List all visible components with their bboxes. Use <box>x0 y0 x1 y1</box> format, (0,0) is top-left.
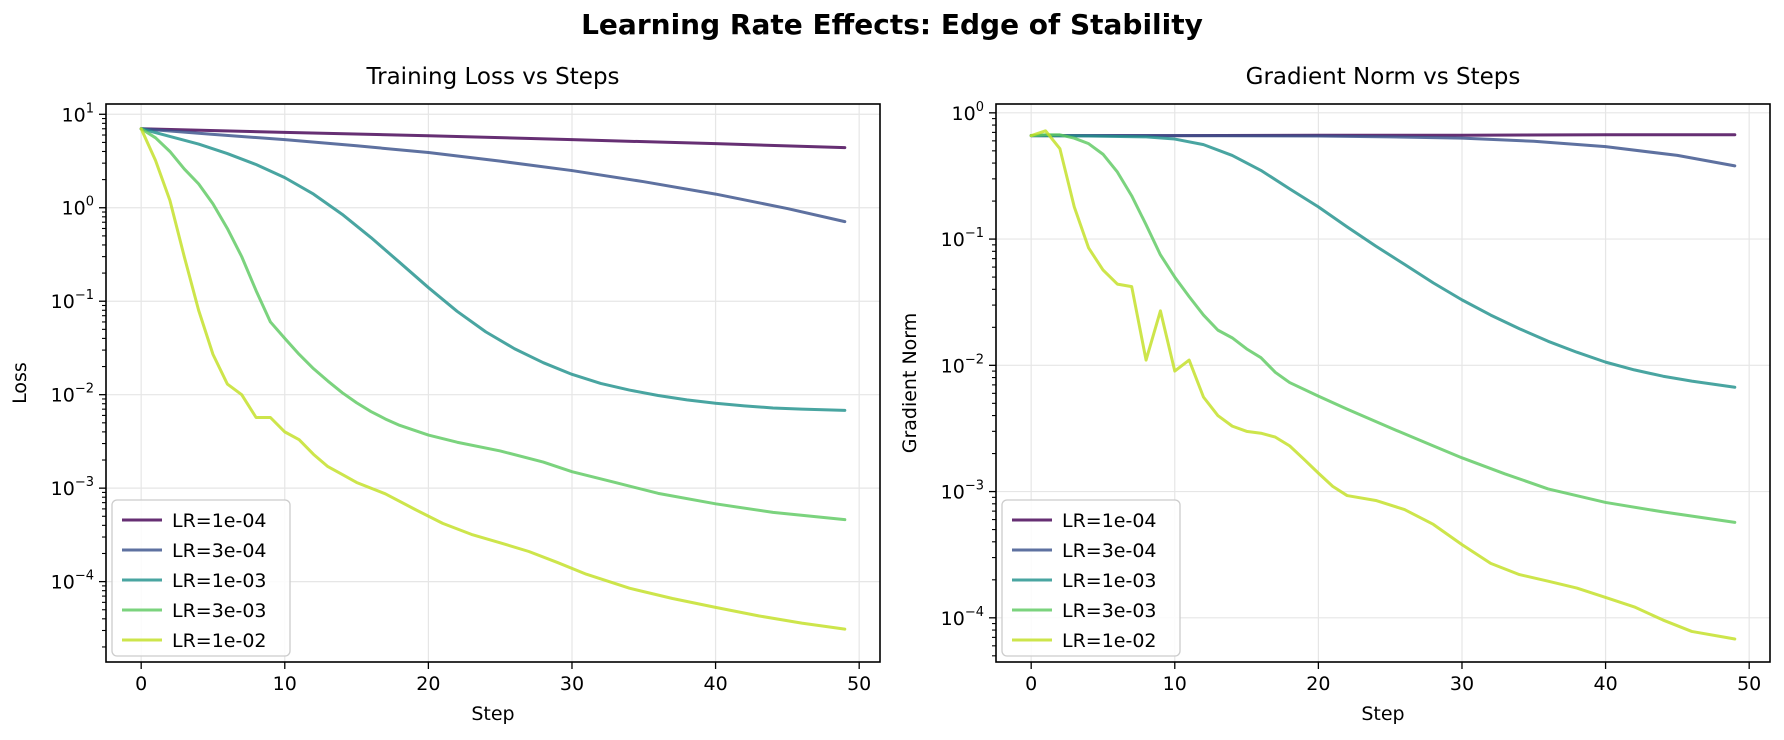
x-tick-label: 40 <box>1593 673 1617 695</box>
y-tick-label: 10−3 <box>941 479 984 504</box>
x-tick-label: 0 <box>1025 673 1037 695</box>
y-tick-label: 101 <box>62 101 94 126</box>
series-line-1 <box>139 127 847 150</box>
legend-label-5: LR=1e-02 <box>172 630 267 652</box>
chart-panel-1: 0 10 20 30 40 50 101 100 10−1 10−2 10−3 10−4 Trainin… <box>9 64 881 725</box>
chart-title: Gradient Norm vs Steps <box>1246 64 1521 90</box>
legend-label-3: LR=1e-03 <box>1062 570 1157 592</box>
y-tick-label: 10−2 <box>51 382 94 407</box>
y-tick-label: 100 <box>62 195 94 220</box>
legend-box <box>1001 499 1181 657</box>
x-tick-label: 10 <box>1163 673 1187 695</box>
series-line-5 <box>139 127 847 631</box>
legend-label-2: LR=3e-04 <box>1062 540 1157 562</box>
legend-label-3: LR=1e-03 <box>172 570 267 592</box>
y-tick-label: 10−2 <box>941 352 984 377</box>
y-tick-label: 10−4 <box>51 569 94 594</box>
x-tick-label: 40 <box>703 673 727 695</box>
series-line-3 <box>139 127 847 412</box>
y-tick-label: 10−1 <box>941 226 984 251</box>
x-tick-label: 10 <box>273 673 297 695</box>
y-tick-label: 10−1 <box>51 288 94 313</box>
x-tick-label: 20 <box>1306 673 1330 695</box>
x-axis-label: Step <box>471 703 514 725</box>
legend-label-1: LR=1e-04 <box>1062 510 1157 532</box>
x-tick-label: 30 <box>560 673 584 695</box>
legend-label-4: LR=3e-03 <box>172 600 267 622</box>
legend-label-5: LR=1e-02 <box>1062 630 1157 652</box>
series-line-2 <box>1029 134 1737 168</box>
x-tick-label: 20 <box>416 673 440 695</box>
legend-box <box>111 499 291 657</box>
x-tick-label: 30 <box>1450 673 1474 695</box>
series-line-5 <box>1029 129 1737 641</box>
legend: LR=1e-04 LR=3e-04 LR=1e-03 LR=3e-03 LR=1e-02 <box>111 499 291 657</box>
axes-frame <box>105 103 881 663</box>
x-tick-label: 0 <box>135 673 147 695</box>
series-line-4 <box>1029 133 1737 524</box>
y-tick-label: 10−4 <box>941 605 984 630</box>
series-line-2 <box>139 127 847 224</box>
chart-title: Training Loss vs Steps <box>365 64 619 90</box>
legend: LR=1e-04 LR=3e-04 LR=1e-03 LR=3e-03 LR=1e-02 <box>1001 499 1181 657</box>
x-axis-label: Step <box>1361 703 1404 725</box>
y-axis-label: Gradient Norm <box>899 313 921 454</box>
figure-title: Learning Rate Effects: Edge of Stability <box>581 8 1203 41</box>
series-line-3 <box>1029 134 1737 389</box>
legend-label-2: LR=3e-04 <box>172 540 267 562</box>
axes-frame <box>995 103 1771 663</box>
y-tick-label: 100 <box>952 100 984 125</box>
y-axis-label: Loss <box>9 362 31 404</box>
y-tick-label: 10−3 <box>51 475 94 500</box>
series-line-4 <box>139 127 847 522</box>
chart-panel-2: 0 10 20 30 40 50 100 10−1 10−2 10−3 10−4 Gradient N… <box>899 64 1771 725</box>
legend-label-1: LR=1e-04 <box>172 510 267 532</box>
x-tick-label: 50 <box>1737 673 1761 695</box>
x-tick-label: 50 <box>847 673 871 695</box>
legend-label-4: LR=3e-03 <box>1062 600 1157 622</box>
